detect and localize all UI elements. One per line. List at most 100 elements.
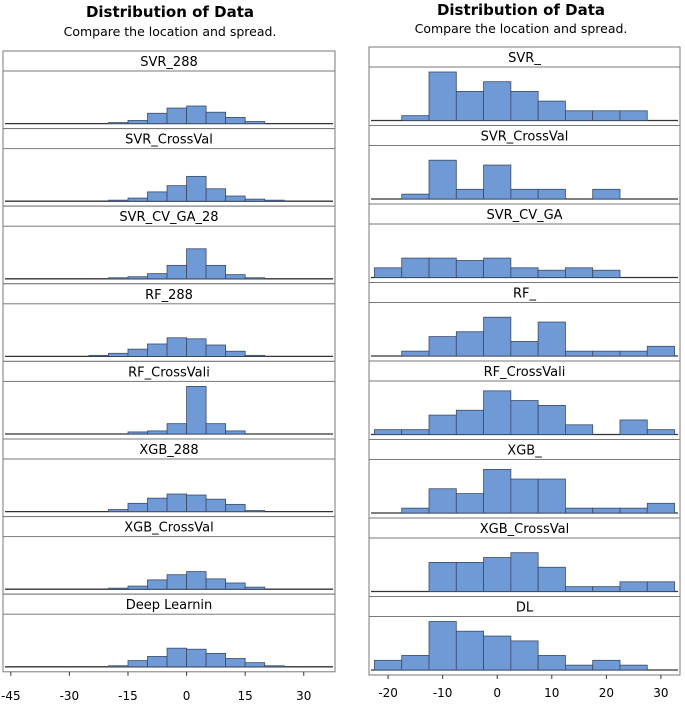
right-x-tick-label-3: 10	[544, 686, 559, 700]
right-panel-2-bar-2	[428, 257, 457, 278]
right-panel-0-strip	[368, 46, 681, 68]
right-chart-subtitle: Compare the location and spread.	[414, 21, 628, 36]
right-panel-4-bar-4	[483, 390, 512, 435]
left-panel-1-bar-1	[127, 197, 148, 202]
left-panel-5-bar-1	[127, 502, 148, 513]
left-panel-0-bar-3	[166, 107, 187, 125]
left-panel-3-bar-4	[166, 337, 187, 357]
right-panel-5-bar-6	[565, 507, 594, 514]
left-panel-5-bar-4	[186, 494, 207, 513]
left-panel-0-label: SVR_288	[140, 55, 198, 70]
right-panel-4-bar-7	[565, 424, 594, 435]
right-panel-0-label: SVR_	[508, 51, 541, 66]
left-panel-7-bar-6	[225, 658, 246, 668]
right-panel-3-bar-8	[619, 350, 648, 357]
left-panel-6-bar-7	[244, 586, 266, 590]
left-panel-2-bar-2	[147, 273, 168, 280]
right-panel-4-bar-6	[537, 404, 566, 435]
right-panel-7-strip	[368, 596, 681, 617]
right-panel-1-bar-0	[401, 193, 430, 200]
right-panel-1-bar-2	[455, 188, 484, 200]
left-x-tick-label-5: 30	[296, 689, 311, 703]
left-panel-1-bar-0	[108, 199, 129, 202]
right-panel-2-bar-7	[565, 267, 594, 278]
right-panel-6-bar-3	[510, 552, 539, 592]
left-panel-0-bar-1	[127, 120, 148, 124]
left-chart-title: Distribution of Data	[85, 3, 255, 21]
left-panel-6-label: XGB_CrossVal	[124, 521, 214, 536]
left-panel-7-label: Deep Learnin	[126, 598, 213, 613]
left-panel-2-bar-4	[186, 248, 207, 280]
left-panel-0-strip	[2, 50, 336, 72]
right-panel-4-bar-9	[619, 419, 648, 435]
left-panel-7-bar-1	[127, 660, 148, 668]
left-panel-2-strip	[2, 205, 336, 227]
right-panel-3-label: RF_	[513, 287, 537, 302]
left-panel-5-bar-5	[205, 498, 227, 513]
right-panel-6-bar-0	[428, 562, 457, 592]
right-panel-3-bar-2	[455, 331, 484, 357]
left-panel-2-bar-3	[166, 264, 187, 280]
right-panel-7-bar-8	[592, 659, 621, 671]
right-panel-1-bar-1	[428, 159, 457, 200]
left-panel-7-bar-7	[244, 662, 266, 668]
right-panel-6-bar-7	[619, 581, 648, 592]
right-panel-7-bar-1	[401, 655, 430, 671]
left-panel-7-bar-0	[108, 665, 129, 668]
right-panel-0-bar-1	[428, 71, 457, 121]
left-panel-5-bar-3	[166, 493, 187, 513]
left-panel-6-bar-5	[205, 578, 227, 590]
right-panel-3-bar-4	[510, 341, 539, 357]
left-panel-6-bar-6	[225, 582, 246, 590]
right-panel-4-bar-3	[455, 409, 484, 435]
right-panel-4-label: RF_CrossVali	[484, 365, 566, 380]
left-panel-3-bar-5	[186, 338, 207, 357]
left-panel-2-bar-1	[127, 276, 148, 280]
right-panel-7-bar-5	[510, 640, 539, 671]
left-panel-7-bar-4	[186, 648, 207, 668]
right-panel-6-bar-6	[592, 586, 621, 592]
left-chart-subtitle: Compare the location and spread.	[63, 24, 277, 39]
left-panel-2-bar-0	[108, 277, 129, 280]
left-panel-3-bar-8	[244, 354, 266, 357]
left-panel-1-bar-5	[205, 188, 227, 202]
right-panel-4-bar-1	[401, 429, 430, 435]
left-panel-2-bar-5	[205, 264, 227, 280]
left-panel-1-bar-6	[225, 195, 246, 202]
right-panel-2-strip	[368, 203, 681, 225]
right-panel-7-label: DL	[516, 601, 534, 616]
left-panel-1-bar-4	[186, 175, 207, 202]
right-panel-6-bar-2	[483, 557, 512, 592]
right-x-tick-label-0: -20	[378, 686, 398, 700]
left-panel-5-strip	[2, 438, 336, 460]
right-panel-0-bar-0	[401, 115, 430, 121]
right-panel-5-bar-8	[619, 507, 648, 514]
left-panel-5-label: XGB_288	[139, 443, 198, 458]
left-panel-1-label: SVR_CrossVal	[125, 133, 213, 148]
left-panel-0-bar-5	[205, 111, 227, 125]
right-panel-6-label: XGB_CrossVal	[480, 522, 570, 537]
left-panel-0-bar-4	[186, 105, 207, 125]
right-panel-2-bar-5	[510, 267, 539, 278]
left-x-tick-label-3: 0	[183, 689, 191, 703]
left-panel-3-bar-1	[108, 352, 129, 357]
left-panel-5-bar-0	[108, 509, 129, 512]
right-panel-2-bar-3	[455, 260, 484, 278]
left-panel-4-bar-0	[127, 431, 148, 435]
right-panel-0-bar-2	[455, 91, 484, 121]
left-panel-2-bar-7	[244, 277, 266, 280]
left-panel-2-label: SVR_CV_GA_28	[119, 210, 218, 225]
left-panel-3-bar-2	[127, 348, 148, 357]
left-panel-5-bar-7	[244, 510, 266, 512]
left-panel-4-bar-5	[225, 430, 246, 435]
left-panel-4-bar-1	[147, 430, 168, 435]
left-panel-6-bar-2	[147, 579, 168, 590]
right-panel-3-bar-5	[537, 321, 566, 357]
right-panel-3-bar-1	[428, 336, 457, 357]
right-panel-6-bar-5	[565, 586, 594, 592]
right-panel-7-bar-7	[565, 664, 594, 671]
right-panel-3-bar-6	[565, 350, 594, 357]
right-panel-6-bar-1	[455, 562, 484, 592]
right-x-tick-label-5: 30	[653, 686, 668, 700]
